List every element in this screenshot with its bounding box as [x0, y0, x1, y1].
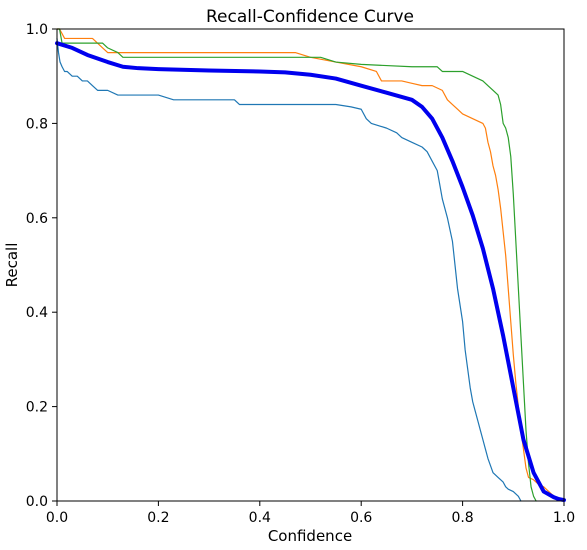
y-tick-label: 0.4 — [26, 305, 48, 321]
series-line-4 — [55, 41, 566, 503]
y-tick-label: 0.6 — [26, 211, 48, 227]
x-tick-label: 0.0 — [46, 510, 68, 526]
x-tick-label: 0.8 — [451, 510, 473, 526]
y-tick-label: 0.0 — [26, 494, 48, 510]
series-layer — [55, 28, 566, 503]
x-axis-ticks: 0.0 0.2 0.4 0.6 0.8 1.0 — [46, 501, 575, 526]
x-tick-label: 0.2 — [147, 510, 169, 526]
y-tick-label: 1.0 — [26, 22, 48, 38]
chart-title: Recall-Confidence Curve — [206, 7, 414, 27]
y-tick-label: 0.8 — [26, 116, 48, 132]
y-tick-label: 0.2 — [26, 400, 48, 416]
series-line-1 — [56, 37, 522, 502]
x-tick-label: 1.0 — [553, 510, 575, 526]
x-tick-label: 0.4 — [249, 510, 271, 526]
plot-frame — [56, 28, 565, 502]
x-axis-label: Confidence — [268, 527, 352, 545]
series-line-3 — [56, 28, 537, 502]
y-axis-ticks: 0.0 0.2 0.4 0.6 0.8 1.0 — [26, 22, 57, 510]
x-tick-label: 0.6 — [350, 510, 372, 526]
y-axis-label: Recall — [3, 243, 21, 288]
